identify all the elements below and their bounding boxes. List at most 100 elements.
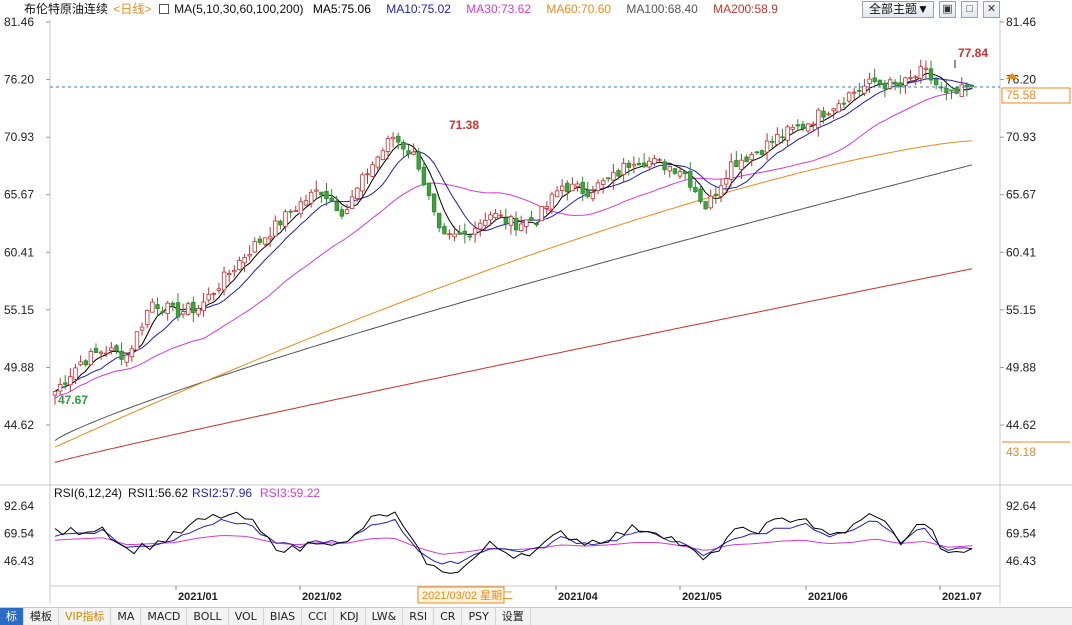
- candle-body: [401, 141, 406, 150]
- indicator-tab-0[interactable]: 标: [0, 608, 24, 625]
- candle-body: [457, 232, 462, 235]
- indicator-tab-8[interactable]: CCI: [302, 608, 334, 625]
- price-tick-label: 76.20: [4, 73, 34, 87]
- candle-body: [708, 195, 713, 209]
- candle-body: [529, 217, 534, 222]
- period-link[interactable]: <日线>: [113, 2, 152, 16]
- candle-body: [887, 79, 893, 89]
- indicator-tab-4[interactable]: MACD: [141, 608, 188, 625]
- candle-body: [124, 354, 129, 363]
- candle-body: [616, 170, 621, 177]
- indicator-tab-9[interactable]: KDJ: [334, 608, 366, 625]
- candle-body: [954, 87, 959, 94]
- candle-body: [349, 196, 355, 209]
- candle-body: [836, 103, 841, 113]
- indicator-tab-3[interactable]: MA: [111, 608, 142, 625]
- indicator-tab-11[interactable]: RSI: [403, 608, 435, 625]
- indicator-tab-6[interactable]: VOL: [229, 608, 264, 625]
- indicator-tab-14[interactable]: 设置: [496, 608, 531, 625]
- candle-body: [324, 190, 329, 199]
- candle-body: [88, 351, 94, 366]
- maximize-icon[interactable]: □: [961, 1, 978, 18]
- candle-body: [657, 159, 662, 161]
- candlesticks: [52, 59, 975, 405]
- candle-body: [447, 233, 452, 236]
- candle-body: [360, 174, 365, 192]
- candle-body: [380, 150, 386, 161]
- date-tick-label: 2021/04: [558, 591, 599, 603]
- candle-body: [754, 151, 760, 154]
- candle-body: [303, 200, 309, 206]
- price-tick-label: 81.46: [4, 15, 34, 29]
- candle-body: [585, 189, 590, 197]
- candle-body: [944, 87, 949, 94]
- candle-body: [857, 90, 862, 92]
- price-tick-label: 70.93: [1006, 130, 1036, 144]
- candle-body: [488, 214, 493, 221]
- indicator-tab-5[interactable]: BOLL: [187, 608, 229, 625]
- candle-body: [452, 233, 457, 238]
- candle-body: [744, 156, 749, 163]
- price-tick-label: 65.67: [1006, 188, 1036, 202]
- candle-body: [247, 253, 252, 257]
- candle-body: [477, 222, 483, 230]
- indicator-tab-2[interactable]: VIP指标: [59, 608, 112, 625]
- candle-body: [109, 347, 114, 351]
- candle-body: [642, 162, 647, 168]
- candle-body: [155, 304, 160, 310]
- candle-body: [667, 165, 672, 172]
- ma-settings-icon[interactable]: [158, 4, 169, 14]
- candle-body: [877, 79, 882, 85]
- candle-body: [949, 89, 954, 92]
- candle-body: [606, 177, 611, 180]
- candle-body: [267, 236, 273, 240]
- price-tick-label: 49.88: [4, 360, 34, 374]
- candle-body: [119, 350, 124, 360]
- candle-body: [636, 162, 642, 166]
- rsi-tick-label: 69.54: [4, 526, 34, 540]
- candle-body: [165, 302, 170, 315]
- candle-body: [923, 67, 929, 70]
- indicator-tab-1[interactable]: 模板: [24, 608, 59, 625]
- rsi-axis: 92.64 69.54 46.43 92.64 69.54 46.43: [4, 499, 1036, 568]
- candle-body: [816, 109, 821, 128]
- restore-icon[interactable]: ▣: [939, 1, 956, 18]
- candle-body: [775, 133, 780, 145]
- candle-body: [862, 85, 867, 94]
- candle-body: [339, 209, 345, 217]
- price-marker-icon: [1006, 73, 1018, 79]
- candle-body: [150, 301, 155, 313]
- indicator-tab-7[interactable]: BIAS: [264, 608, 303, 625]
- candle-body: [682, 171, 688, 175]
- candle-body: [662, 161, 667, 171]
- candle-body: [175, 302, 181, 318]
- candle-body: [396, 135, 401, 143]
- candle-body: [539, 206, 544, 222]
- candle-body: [882, 82, 888, 90]
- theme-dropdown[interactable]: 全部主题▼: [862, 1, 934, 18]
- candle-body: [273, 220, 278, 237]
- indicator-tab-10[interactable]: LW&: [366, 608, 404, 625]
- ma200-line: [54, 268, 973, 463]
- candle-body: [462, 230, 467, 235]
- rsi-label: RSI(6,12,24): [54, 486, 122, 500]
- candle-body: [170, 302, 175, 306]
- indicator-tab-12[interactable]: CR: [434, 608, 463, 625]
- candle-body: [216, 288, 222, 291]
- candle-body: [795, 124, 800, 127]
- candle-body: [631, 164, 637, 167]
- rsi-lines: [54, 511, 973, 574]
- candle-body: [421, 166, 427, 186]
- candle-body: [370, 164, 375, 177]
- candle-body: [334, 201, 339, 212]
- theme-dropdown-label: 全部主题: [869, 2, 918, 16]
- candle-body: [242, 257, 247, 264]
- close-icon[interactable]: ✕: [983, 1, 1000, 18]
- ma60-line: [54, 140, 973, 448]
- candle-body: [764, 140, 770, 153]
- ma30-line: [54, 87, 973, 399]
- indicator-tab-13[interactable]: PSY: [462, 608, 496, 625]
- chart-canvas[interactable]: 81.46 76.20 70.93 65.67 60.41 55.15 49.88 44.62…: [0, 0, 1072, 607]
- rsi2-value: RSI2:57.96: [192, 486, 252, 500]
